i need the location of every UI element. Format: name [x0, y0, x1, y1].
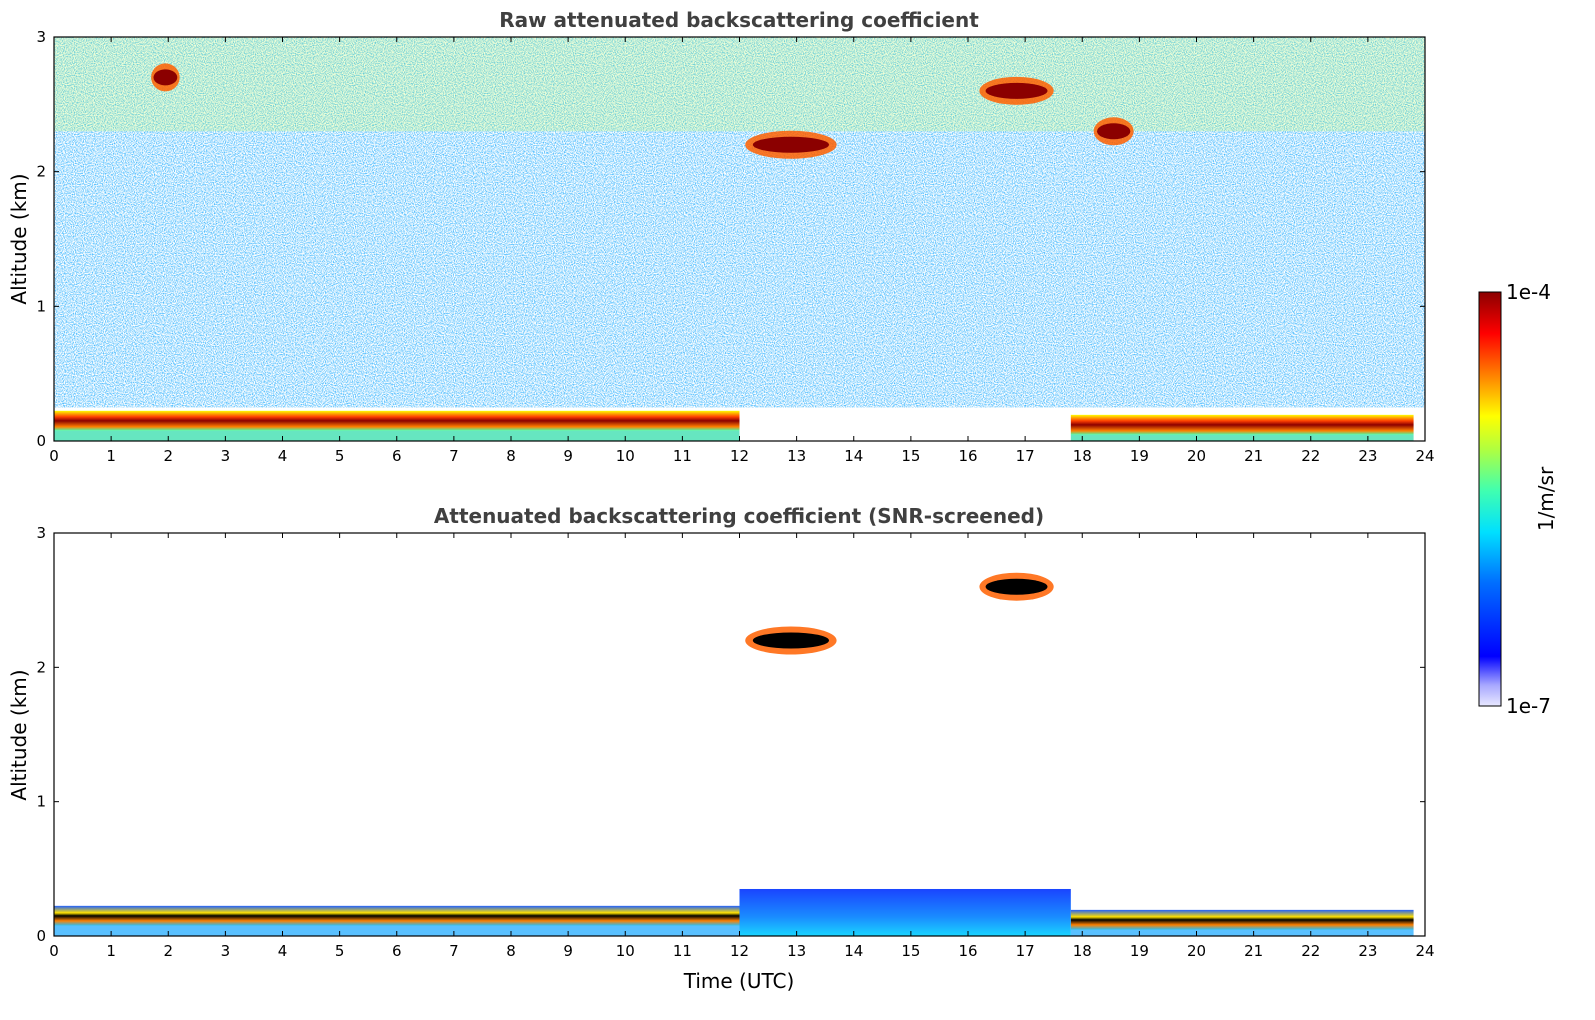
x-tick-label: 12 — [730, 942, 749, 960]
x-tick-label: 8 — [506, 942, 516, 960]
heatmap-features — [54, 37, 1425, 441]
cloud-core — [752, 632, 829, 649]
x-tick-label: 5 — [335, 942, 345, 960]
x-tick-label: 23 — [1358, 942, 1377, 960]
x-tick-label: 15 — [901, 942, 920, 960]
x-tick-label: 17 — [1016, 447, 1035, 465]
y-tick-label: 1 — [36, 793, 46, 811]
x-tick-label: 4 — [278, 447, 288, 465]
x-tick-label: 4 — [278, 942, 288, 960]
heatmap-area — [54, 533, 1425, 936]
x-tick-label: 0 — [49, 942, 59, 960]
x-tick-label: 1 — [106, 447, 116, 465]
x-tick-label: 21 — [1244, 447, 1263, 465]
colorbar-min-label: 1e-7 — [1506, 694, 1551, 718]
x-tick-label: 18 — [1073, 447, 1092, 465]
cloud-core — [985, 82, 1048, 99]
x-axis-label: Time (UTC) — [683, 969, 795, 993]
x-tick-label: 15 — [901, 447, 920, 465]
x-tick-label: 12 — [730, 447, 749, 465]
y-tick-label: 0 — [36, 927, 46, 945]
x-tick-label: 1 — [106, 942, 116, 960]
colorbar-max-label: 1e-4 — [1506, 280, 1551, 304]
x-tick-label: 18 — [1073, 942, 1092, 960]
x-tick-label: 0 — [49, 447, 59, 465]
x-tick-label: 19 — [1130, 447, 1149, 465]
x-tick-label: 20 — [1187, 447, 1206, 465]
boundary-layer-base — [54, 430, 740, 441]
y-axis-label: Altitude (km) — [7, 669, 31, 800]
boundary-layer-band — [1070, 909, 1414, 930]
boundary-layer-band — [1070, 414, 1414, 435]
boundary-layer-base — [1070, 929, 1414, 936]
x-tick-label: 3 — [221, 942, 231, 960]
x-tick-label: 7 — [449, 942, 459, 960]
cloud-core — [153, 69, 178, 86]
panel-title: Raw attenuated backscattering coefficien… — [499, 8, 979, 32]
x-tick-label: 14 — [844, 942, 863, 960]
x-tick-label: 19 — [1130, 942, 1149, 960]
x-tick-label: 2 — [163, 942, 173, 960]
y-axis: 0 1 2 3 — [36, 524, 1425, 945]
heatmap-area — [54, 37, 1425, 441]
y-tick-label: 1 — [36, 297, 46, 315]
raw-backscatter-panel: Raw attenuated backscattering coefficien… — [7, 8, 1435, 465]
x-tick-label: 24 — [1415, 942, 1434, 960]
y-axis: 0 1 2 3 — [36, 28, 1425, 450]
x-tick-label: 20 — [1187, 942, 1206, 960]
x-tick-label: 21 — [1244, 942, 1263, 960]
x-tick-label: 11 — [673, 942, 692, 960]
x-tick-label: 13 — [787, 942, 806, 960]
x-tick-label: 23 — [1358, 447, 1377, 465]
x-axis: 0 1 2 3 4 5 6 7 8 9 10 11 12 13 14 15 16 17 18 19 20 21 22 23 24 — [49, 37, 1435, 465]
x-tick-label: 14 — [844, 447, 863, 465]
x-tick-label: 22 — [1301, 942, 1320, 960]
x-tick-label: 17 — [1016, 942, 1035, 960]
noise-upper — [54, 37, 1425, 132]
x-tick-label: 24 — [1415, 447, 1434, 465]
heatmap-features — [54, 572, 1414, 936]
x-tick-label: 13 — [787, 447, 806, 465]
aerosol-layer — [739, 888, 1071, 936]
x-tick-label: 6 — [392, 447, 402, 465]
x-tick-label: 5 — [335, 447, 345, 465]
x-tick-label: 9 — [563, 447, 573, 465]
cloud-core — [752, 136, 829, 153]
boundary-layer-base — [54, 925, 740, 936]
y-tick-label: 2 — [36, 163, 46, 181]
panel-title: Attenuated backscattering coefficient (S… — [434, 504, 1044, 528]
x-tick-label: 9 — [563, 942, 573, 960]
x-tick-label: 11 — [673, 447, 692, 465]
x-tick-label: 7 — [449, 447, 459, 465]
noise-speckle — [54, 37, 1425, 408]
cloud-core — [1097, 123, 1131, 140]
y-tick-label: 2 — [36, 658, 46, 676]
boundary-layer-band — [54, 905, 740, 926]
x-tick-label: 16 — [958, 942, 977, 960]
y-axis-label: Altitude (km) — [7, 173, 31, 304]
boundary-layer-base — [1070, 434, 1414, 441]
snr-screened-panel: Attenuated backscattering coefficient (S… — [7, 504, 1435, 993]
colorbar-gradient — [1478, 291, 1502, 707]
cloud-core — [985, 578, 1048, 595]
y-tick-label: 0 — [36, 432, 46, 450]
x-tick-label: 10 — [616, 447, 635, 465]
x-tick-label: 8 — [506, 447, 516, 465]
y-tick-label: 3 — [36, 524, 46, 542]
x-tick-label: 10 — [616, 942, 635, 960]
y-tick-label: 3 — [36, 28, 46, 46]
x-tick-label: 16 — [958, 447, 977, 465]
colorbar-unit-label: 1/m/sr — [1534, 466, 1558, 531]
x-axis: 0 1 2 3 4 5 6 7 8 9 10 11 12 13 14 15 16 17 18 19 20 21 22 23 24 — [49, 533, 1435, 960]
x-tick-label: 22 — [1301, 447, 1320, 465]
x-tick-label: 6 — [392, 942, 402, 960]
x-tick-label: 3 — [221, 447, 231, 465]
colorbar: 1e-4 1e-7 1/m/sr — [1478, 280, 1558, 718]
boundary-layer-band — [54, 410, 740, 431]
x-tick-label: 2 — [163, 447, 173, 465]
